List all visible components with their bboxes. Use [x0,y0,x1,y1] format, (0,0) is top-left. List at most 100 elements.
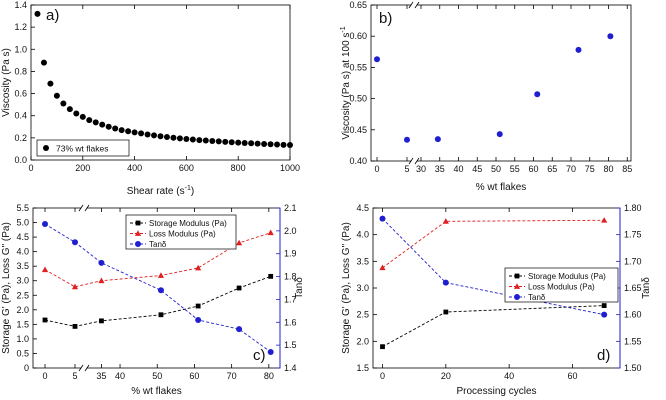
panel-a-point [189,136,196,143]
panel-c-y2-ytick-label: 2.0 [284,226,297,236]
panel-b-xtick-label: 5 [404,164,409,174]
panel-d-legend-label: Tanδ [528,293,546,302]
panel-c-series-2-point [42,221,48,227]
panel-d-y2-ytick-label: 1.65 [624,283,642,293]
panel-b-frame [370,4,632,162]
panel-b-xtick-label: 45 [472,164,482,174]
panel-c-xtick-label: 5 [72,371,77,381]
panel-b-xtick-label: 50 [491,164,501,174]
panel-a-ytick-label: 0.6 [14,89,27,99]
panel-a-legend-marker [43,145,49,151]
panel-c-ytick-label: 5.5 [16,203,29,213]
panel-c-legend-marker [135,241,141,247]
panel-b-xtick-label: 55 [510,164,520,174]
panel-a-point [228,139,235,146]
panel-d-series-0-point [380,344,385,350]
panel-d-series-line-1 [382,219,605,269]
panel-a-point [86,117,93,124]
panel-a-point [254,140,261,147]
panel-b-ytick-label: 0.65 [349,0,367,10]
panel-d-series-1-point [442,218,449,224]
panel-a-point [66,106,73,113]
panel-c-series-1-point [41,266,49,273]
panel-a-point [222,138,229,145]
panel-a-ytick-label: 1.4 [14,0,27,10]
panel-a-xtick-label: 800 [231,163,246,173]
panel-c-ytick-label: 5.0 [16,218,29,228]
panel-c-ytick-label: 4.0 [16,247,29,257]
panel-a-point [163,133,170,140]
panel-c-series-0-point [72,324,78,329]
panel-b-axis-break-gap-1 [411,1,417,9]
panel-c-series-0-point [42,317,48,323]
panel-c-xtick-label: 70 [227,371,237,381]
panel-a-ytick-label: 0.8 [14,66,27,76]
panel-c-ytick-label: 1.0 [16,334,29,344]
panel-c-series-0-point [268,273,274,279]
panel-a-point [138,130,145,137]
panel-c-ytick-label: 3.0 [16,276,29,286]
panel-a-point [196,137,203,144]
panel-c-series-0-point [195,303,201,309]
panel-a-point [215,138,222,145]
panel-a-point [235,139,242,146]
panel-d-letter: d) [597,347,610,364]
panel-d-y2-ytick-label: 1.60 [624,310,642,320]
panel-b-ylabel: Viscosity (Pa s) at 100 s-1 [340,26,352,139]
panel-c-legend-label: Loss Modulus (Pa) [149,230,216,239]
panel-c-ytick-label: 3.5 [16,261,29,271]
panel-a-point [157,133,164,140]
panel-a-point [131,129,138,136]
panel-b-ytick-label: 0.60 [349,31,367,41]
panel-c-y2-ytick-label: 1.5 [284,340,297,350]
panel-c-series-2-point [157,287,164,294]
panel-a-point [267,141,274,148]
panel-c-ytick-label: 2.0 [16,305,29,315]
panel-a-ytick-label: 1.2 [14,22,27,32]
panel-a-point [125,128,132,135]
panel-b-point [434,136,441,143]
panel-c-xtick-label: 80 [264,371,274,381]
panel-b-xtick-label: 35 [435,164,445,174]
panel-a-point [183,135,190,142]
panel-b-letter: b) [379,10,392,27]
panel-a-point [79,113,86,120]
panel-c-letter: c) [253,347,266,364]
panel-c-legend-box [125,214,237,250]
panel-a-point [209,137,216,144]
panel-a-xtick-label: 200 [75,163,90,173]
panel-d-legend-box [504,267,619,303]
panel-c-ylabel: Storage G' (Pa), Loss G" (Pa) [1,222,12,354]
panel-a-point [73,110,80,117]
panel-a-point [170,134,177,141]
panel-a-point [144,131,151,138]
panel-a-point [248,140,255,147]
panel-b-axis-break-gap-0 [411,157,417,165]
panel-a-point [105,123,112,130]
panel-b-xtick-label: 70 [566,164,576,174]
panel-c-y2-ytick-label: 1.8 [284,272,297,282]
panel-a-point [118,127,125,134]
panel-d-y2-ytick-label: 1.70 [624,256,642,266]
panel-a-legend-label: 73% wt flakes [56,144,108,154]
panel-a-point [176,135,183,142]
panel-d-series-2-point [601,311,608,318]
panel-d-ytick-label: 3.5 [356,256,369,266]
panel-a-ytick-label: 0.2 [14,133,27,143]
panel-c-series-1-point [157,272,165,278]
panel-a-xtick-label: 600 [179,163,194,173]
panel-d-legend-marker [513,283,521,289]
panel-a-point [261,140,268,147]
panel-b-point [404,136,410,143]
panel-b-xtick-label: 30 [416,164,426,174]
panel-b-xtick-label: 75 [585,164,595,174]
panel-b-ytick-label: 0.50 [349,94,367,104]
panel-b-ytick-label: 0.40 [349,156,367,166]
panel-c-xtick-label: 0 [42,371,47,381]
panel-d-series-1-point [379,264,386,271]
panel-a-point [202,137,209,144]
panel-c-y2-ytick-label: 1.6 [284,317,297,327]
panel-a-point [274,141,281,148]
panel-c-series-2-point [195,317,202,323]
